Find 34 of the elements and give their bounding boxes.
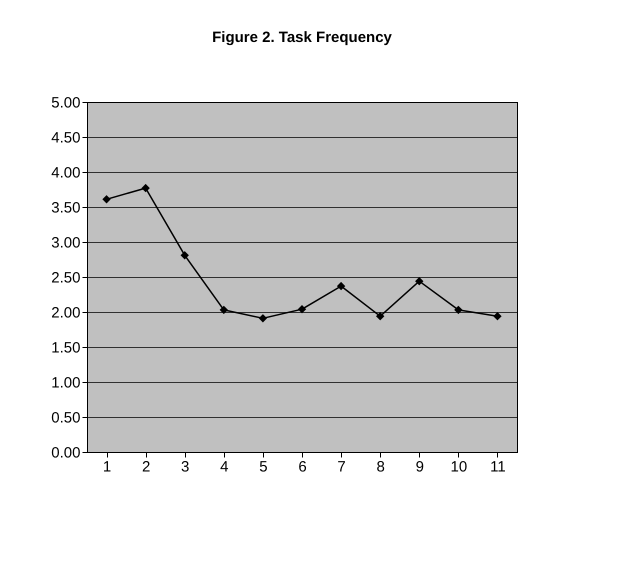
point xyxy=(220,306,228,314)
x-tick-label: 10 xyxy=(450,458,468,476)
y-tick-label: 1.50 xyxy=(51,340,80,356)
x-tick-label: 11 xyxy=(490,458,506,476)
y-tick-label: 4.50 xyxy=(51,130,80,146)
x-tick-label: 5 xyxy=(259,458,268,476)
x-tick-label: 2 xyxy=(142,458,150,476)
point xyxy=(376,312,384,320)
y-tick-label: 4.00 xyxy=(51,164,80,182)
point xyxy=(493,312,502,320)
x-tick-label: 8 xyxy=(376,458,385,476)
x-tick-label: 3 xyxy=(181,458,190,476)
x-tick-label: 4 xyxy=(220,458,228,476)
point xyxy=(258,314,268,322)
y-tick-label: 0.50 xyxy=(51,410,80,426)
y-tick-label: 3.50 xyxy=(51,200,80,216)
x-tick-label: 7 xyxy=(337,458,346,476)
point xyxy=(180,251,189,260)
point xyxy=(102,195,111,204)
y-tick-label: 2.00 xyxy=(51,304,80,322)
point xyxy=(298,305,306,314)
y-tick-label: 0.00 xyxy=(51,444,80,462)
chart-title: Figure 2. Task Frequency xyxy=(212,29,393,46)
x-tick-label: 1 xyxy=(102,458,112,476)
x-tick-label: 9 xyxy=(416,458,424,476)
point xyxy=(415,277,424,286)
y-tick-label: 5.00 xyxy=(51,94,80,112)
y-tick-label: 2.50 xyxy=(51,270,80,286)
y-tick-label: 3.00 xyxy=(51,234,80,252)
y-tick-label: 1.00 xyxy=(51,374,80,392)
x-tick-label: 6 xyxy=(298,458,307,476)
point xyxy=(454,306,463,314)
point xyxy=(336,282,346,290)
point xyxy=(141,184,150,192)
